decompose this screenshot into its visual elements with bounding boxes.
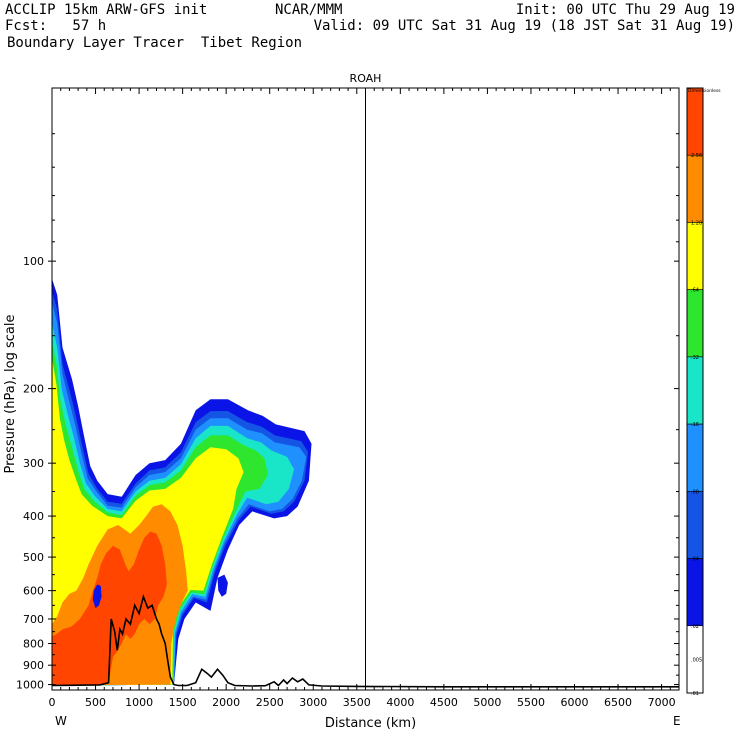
x-axis: 0 500 1000 1500 2000 2500 3000 3500 4000 4500 5000… — [49, 88, 680, 709]
colorbar-level-label: .64 — [691, 288, 699, 294]
colorbar-level-label: 1.28 — [691, 220, 702, 226]
valid-time: Valid: 09 UTC Sat 31 Aug 19 (18 JST Sat … — [313, 18, 735, 34]
colorbar-level-label: .04 — [691, 557, 699, 563]
y-tick-label: 200 — [23, 383, 44, 396]
y-tick-label: 1000 — [16, 679, 44, 692]
tracer-region-10 — [217, 574, 228, 597]
colorbar-frame — [686, 87, 704, 694]
colorbar-title: Dimensionless — [688, 88, 721, 94]
west-label: W — [55, 714, 67, 728]
forecast-hour: Fcst: 57 h — [5, 18, 107, 34]
y-tick-label: 600 — [23, 585, 44, 598]
x-tick-label: 2500 — [256, 696, 284, 709]
colorbar-level-label: .02 — [691, 624, 699, 630]
x-tick-label: 2000 — [212, 696, 240, 709]
center-label: NCAR/MMM — [275, 2, 343, 18]
colorbar-level-label: .005 — [691, 657, 702, 663]
colorbar-segment — [686, 87, 704, 156]
y-tick-label: 800 — [23, 638, 44, 651]
y-axis: 100 200 300 400 500 600 700 800 900 1000 — [16, 133, 679, 692]
colorbar-segment — [686, 423, 704, 492]
colorbar-segment — [686, 558, 704, 627]
colorbar-segment — [686, 154, 704, 223]
model-title: ACCLIP 15km ARW-GFS init — [5, 2, 208, 18]
x-axis-label: Distance (km) — [325, 716, 416, 731]
x-tick-label: 4000 — [386, 696, 414, 709]
terrain-line — [51, 594, 679, 688]
y-tick-label: 700 — [23, 613, 44, 626]
y-tick-label: 100 — [23, 255, 44, 268]
y-axis-label: Pressure (hPa), log scale — [3, 315, 18, 474]
colorbar-level-label: .32 — [691, 355, 699, 361]
x-tick-label: 5000 — [473, 696, 501, 709]
colorbar: Dimensionless 2.56 1.28 .64 .32 .16 .08 .04 .02.… — [686, 87, 721, 697]
chart-title: ROAH — [350, 72, 382, 85]
colorbar-level-label: .16 — [691, 422, 699, 428]
x-tick-label: 6000 — [561, 696, 589, 709]
y-tick-label: 300 — [23, 457, 44, 470]
x-tick-label: 1500 — [169, 696, 197, 709]
y-tick-label: 400 — [23, 510, 44, 523]
y-tick-label: 900 — [23, 659, 44, 672]
colorbar-segment — [686, 289, 704, 358]
x-tick-label: 5500 — [517, 696, 545, 709]
y-tick-label: 500 — [23, 551, 44, 564]
tracer-region-8 — [52, 531, 167, 686]
x-tick-label: 7000 — [648, 696, 676, 709]
x-tick-label: 500 — [85, 696, 106, 709]
x-tick-label: 0 — [49, 696, 56, 709]
colorbar-level-label: 2.56 — [691, 153, 702, 159]
init-time: Init: 00 UTC Thu 29 Aug 19 — [515, 2, 735, 18]
x-tick-label: 4500 — [430, 696, 458, 709]
x-tick-label: 3000 — [299, 696, 327, 709]
colorbar-segment — [686, 356, 704, 425]
x-tick-label: 6500 — [604, 696, 632, 709]
colorbar-level-label: .08 — [691, 489, 699, 495]
x-tick-label: 3500 — [343, 696, 371, 709]
colorbar-level-label: .01 — [691, 691, 699, 697]
tracer-contours — [52, 278, 312, 686]
east-label: E — [673, 714, 681, 728]
tracer-region-9 — [92, 584, 102, 609]
colorbar-segment — [686, 491, 704, 559]
field-title: Boundary Layer Tracer Tibet Region — [7, 35, 303, 51]
colorbar-segment — [686, 222, 704, 290]
x-tick-label: 1000 — [125, 696, 153, 709]
